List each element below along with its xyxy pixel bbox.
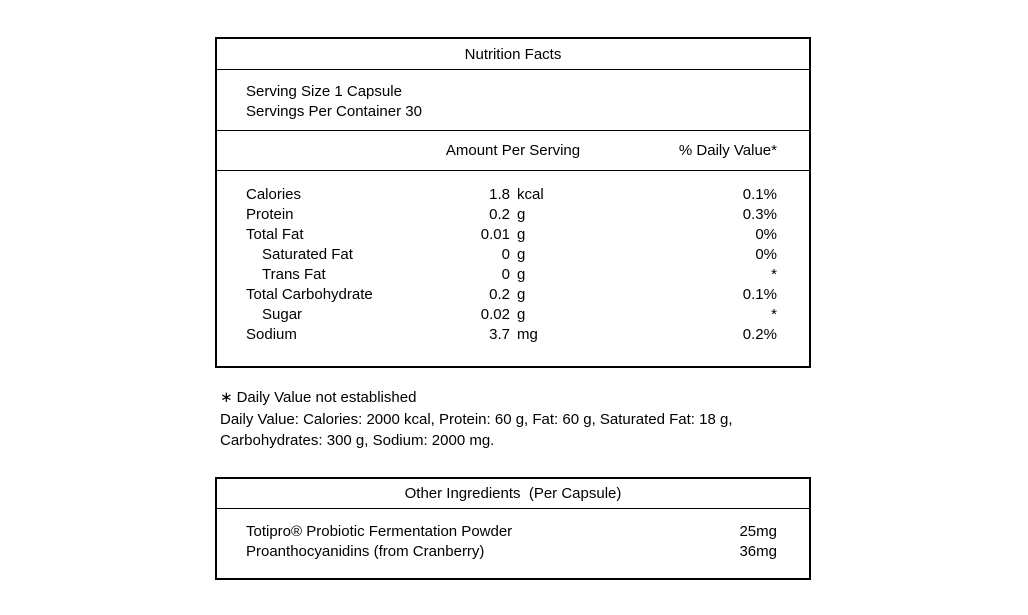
nutrient-label: Protein	[246, 206, 294, 223]
nutrient-label: Sodium	[246, 326, 297, 343]
nutrient-daily-value: 0.3%	[742, 206, 777, 223]
nutrient-amount-value: 0.02	[480, 306, 510, 323]
nutrient-daily-value: 0.1%	[742, 286, 777, 303]
nutrient-label: Trans Fat	[262, 266, 326, 283]
nutrient-rows: Calories 1.8 kcal 0.1% Protein 0.2 g 0.3% Total …	[217, 171, 809, 345]
nutrient-row: Protein 0.2 g 0.3%	[217, 205, 809, 225]
nutrient-amount-unit: kcal	[517, 186, 544, 203]
nutrient-amount-unit: g	[517, 266, 526, 283]
nutrient-amount-unit: mg	[517, 326, 538, 343]
nutrient-amount-value: 1.8	[489, 186, 510, 203]
nutrient-amount-value: 0.2	[489, 286, 510, 303]
nutrient-row: Total Carbohydrate 0.2 g 0.1%	[217, 285, 809, 305]
nutrient-daily-value: *	[771, 266, 777, 283]
nutrient-daily-value: 0%	[755, 226, 777, 243]
nutrient-row: Calories 1.8 kcal 0.1%	[217, 185, 809, 205]
nutrient-amount-unit: g	[517, 286, 526, 303]
footnote-daily-values-line-1: Daily Value: Calories: 2000 kcal, Protei…	[220, 410, 733, 428]
amount-per-serving-header: Amount Per Serving	[445, 142, 581, 159]
ingredient-row: Totipro® Probiotic Fermentation Powder 25…	[217, 522, 809, 542]
asterisk-symbol: ∗	[220, 389, 233, 406]
nutrient-row: Total Fat 0.01 g 0%	[217, 225, 809, 245]
ingredient-amount: 25mg	[739, 523, 777, 540]
nutrient-daily-value: 0%	[755, 246, 777, 263]
serving-size: Serving Size 1 Capsule	[246, 83, 402, 100]
nutrient-amount-value: 0	[501, 266, 510, 283]
ingredient-amount: 36mg	[739, 543, 777, 560]
nutrition-facts-title: Nutrition Facts	[217, 39, 809, 70]
ingredient-row: Proanthocyanidins (from Cranberry) 36mg	[217, 542, 809, 562]
column-headers: Amount Per Serving % Daily Value*	[217, 131, 809, 171]
servings-per-container: Servings Per Container 30	[246, 103, 422, 120]
footnote-asterisk-line: ∗ Daily Value not established	[220, 387, 860, 409]
serving-info: Serving Size 1 Capsule Servings Per Cont…	[217, 70, 809, 131]
footnote-asterisk-text: Daily Value not established	[236, 389, 417, 406]
nutrient-label: Calories	[246, 186, 302, 203]
nutrient-row: Sodium 3.7 mg 0.2%	[217, 325, 809, 345]
nutrient-amount-unit: g	[517, 246, 526, 263]
nutrient-label: Sugar	[262, 306, 303, 323]
nutrient-label: Total Fat	[246, 226, 304, 243]
nutrient-row: Trans Fat 0 g *	[217, 265, 809, 285]
nutrient-label: Saturated Fat	[262, 246, 353, 263]
nutrition-facts-table: Nutrition Facts Serving Size 1 Capsule S…	[215, 37, 811, 368]
nutrient-amount-unit: g	[517, 206, 526, 223]
nutrient-amount-value: 0.01	[480, 226, 510, 243]
daily-value-header: % Daily Value*	[678, 142, 777, 159]
nutrient-amount-unit: g	[517, 306, 526, 323]
nutrient-label: Total Carbohydrate	[246, 286, 373, 303]
other-ingredients-title: Other Ingredients (Per Capsule)	[217, 479, 809, 509]
ingredient-name: Proanthocyanidins (from Cranberry)	[246, 543, 485, 560]
nutrient-row: Sugar 0.02 g *	[217, 305, 809, 325]
nutrient-amount-value: 0	[501, 246, 510, 263]
nutrient-row: Saturated Fat 0 g 0%	[217, 245, 809, 265]
nutrient-amount-unit: g	[517, 226, 526, 243]
nutrient-amount-value: 0.2	[489, 206, 510, 223]
nutrient-daily-value: 0.1%	[742, 186, 777, 203]
footnote-daily-values-line-2: Carbohydrates: 300 g, Sodium: 2000 mg.	[220, 432, 495, 449]
other-ingredients-table: Other Ingredients (Per Capsule) Totipro®…	[215, 477, 811, 580]
nutrient-daily-value: *	[771, 306, 777, 323]
nutrient-amount-value: 3.7	[489, 326, 510, 343]
footnote: ∗ Daily Value not established Daily Value…	[220, 387, 860, 452]
nutrient-daily-value: 0.2%	[742, 326, 777, 343]
other-ingredient-rows: Totipro® Probiotic Fermentation Powder 25…	[217, 509, 809, 562]
ingredient-name: Totipro® Probiotic Fermentation Powder	[246, 523, 513, 540]
